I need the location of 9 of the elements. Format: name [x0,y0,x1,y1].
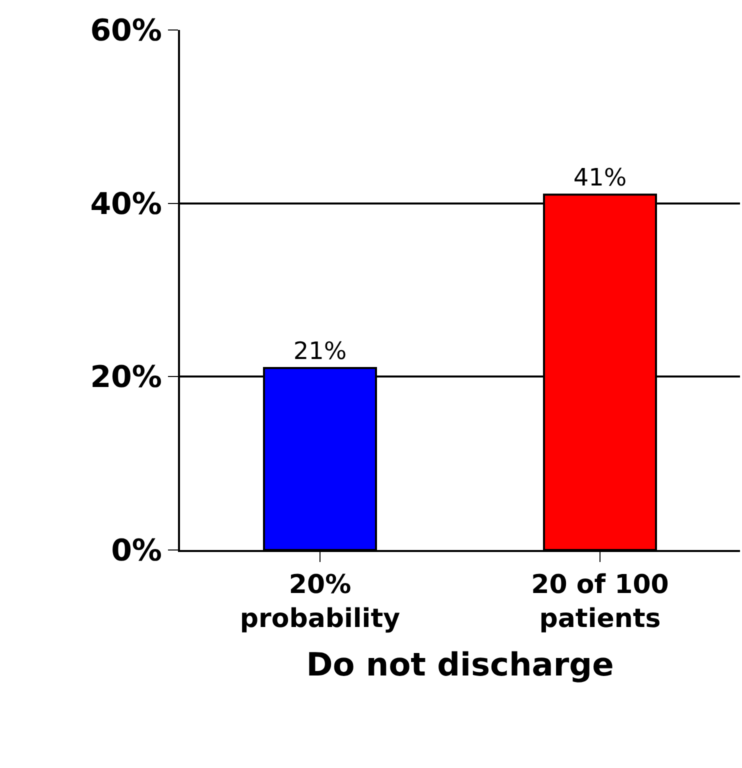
y-tick-label: 0% [111,534,162,568]
y-tick-label: 40% [90,186,162,222]
x-tick-label: 20% probability [240,570,400,634]
y-tick-label: 20% [90,360,162,396]
data-label: 41% [573,164,627,192]
data-label: 21% [293,337,347,365]
y-tick-label: 60% [90,14,162,48]
x-axis-title: Do not discharge [306,645,614,684]
x-tick-label: 20 of 100 patients [531,570,669,634]
